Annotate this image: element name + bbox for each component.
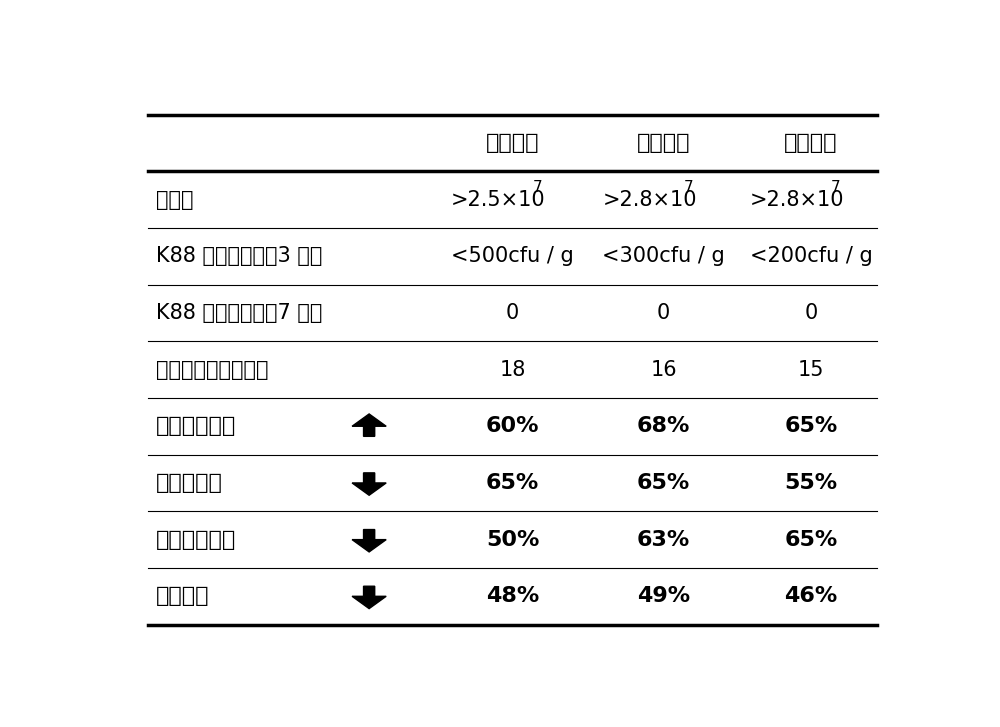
- Text: 65%: 65%: [637, 473, 690, 493]
- Text: 实施例一: 实施例一: [486, 133, 539, 153]
- Text: 7: 7: [831, 180, 840, 195]
- Text: <200cfu / g: <200cfu / g: [750, 246, 872, 266]
- Text: 55%: 55%: [784, 473, 837, 493]
- Text: <500cfu / g: <500cfu / g: [451, 246, 574, 266]
- Text: 0: 0: [804, 303, 818, 323]
- Text: >2.8×10: >2.8×10: [602, 190, 697, 209]
- Text: 7: 7: [532, 180, 542, 195]
- Polygon shape: [352, 414, 386, 436]
- Text: 63%: 63%: [637, 530, 690, 550]
- Text: 15: 15: [798, 360, 824, 379]
- Text: K88 大肠杆菌数（3 天）: K88 大肠杆菌数（3 天）: [156, 246, 322, 266]
- Text: >2.8×10: >2.8×10: [750, 190, 844, 209]
- Text: 0: 0: [506, 303, 519, 323]
- Text: 菌丝蛋白含量: 菌丝蛋白含量: [156, 417, 236, 436]
- Polygon shape: [352, 586, 386, 608]
- Text: 7: 7: [684, 180, 693, 195]
- Text: 实施例二: 实施例二: [637, 133, 690, 153]
- Text: 16: 16: [650, 360, 677, 379]
- Text: 50%: 50%: [486, 530, 539, 550]
- Text: 活菌数: 活菌数: [156, 190, 194, 209]
- Text: 粗纤维含量: 粗纤维含量: [156, 473, 223, 493]
- Text: 68%: 68%: [637, 417, 690, 436]
- Text: 65%: 65%: [784, 417, 838, 436]
- Polygon shape: [352, 529, 386, 552]
- Text: 半纤维素含量: 半纤维素含量: [156, 530, 236, 550]
- Text: K88 大肠杆菌数（7 天）: K88 大肠杆菌数（7 天）: [156, 303, 322, 323]
- Polygon shape: [352, 473, 386, 495]
- Text: 0: 0: [657, 303, 670, 323]
- Text: 65%: 65%: [486, 473, 539, 493]
- Text: 48%: 48%: [486, 586, 539, 606]
- Text: 65%: 65%: [784, 530, 838, 550]
- Text: 青贮稳定时间（天）: 青贮稳定时间（天）: [156, 360, 268, 379]
- Text: 60%: 60%: [486, 417, 539, 436]
- Text: 49%: 49%: [637, 586, 690, 606]
- Text: 单宁含量: 单宁含量: [156, 586, 210, 606]
- Text: 18: 18: [499, 360, 526, 379]
- Text: 46%: 46%: [784, 586, 838, 606]
- Text: <300cfu / g: <300cfu / g: [602, 246, 725, 266]
- Text: 实施例三: 实施例三: [784, 133, 838, 153]
- Text: >2.5×10: >2.5×10: [451, 190, 546, 209]
